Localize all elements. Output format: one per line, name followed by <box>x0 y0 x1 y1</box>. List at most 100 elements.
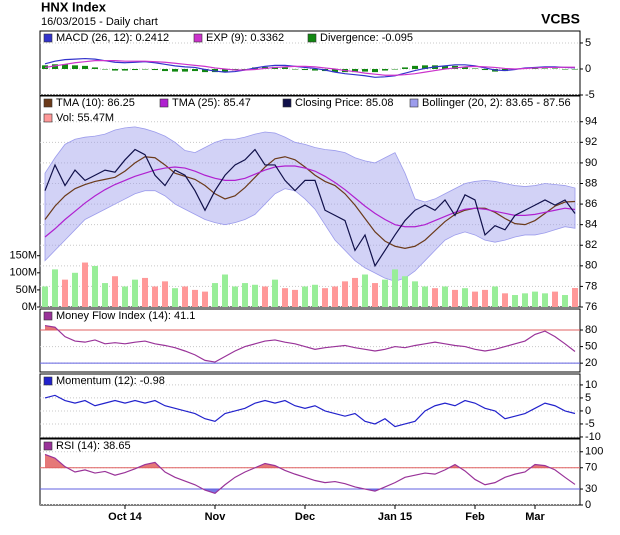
panel <box>39 308 581 373</box>
bar <box>242 68 248 70</box>
bar <box>542 293 548 307</box>
y-tick-label: 80 <box>585 260 597 272</box>
bar <box>92 265 98 307</box>
bar <box>132 68 138 71</box>
y-tick-label: 0 <box>585 405 591 417</box>
bar <box>372 68 378 73</box>
panel <box>39 95 581 308</box>
bar <box>412 281 418 307</box>
bar <box>282 288 288 307</box>
panel <box>39 438 581 506</box>
bar <box>302 68 308 71</box>
legend-label: Money Flow Index (14): 41.1 <box>56 310 195 322</box>
legend-label: TMA (10): 86.25 <box>56 97 135 109</box>
bar <box>442 65 448 69</box>
bar <box>262 286 268 307</box>
bar <box>272 279 278 307</box>
y-tick-label: 10 <box>585 379 597 391</box>
bar <box>132 279 138 307</box>
bar <box>572 288 578 307</box>
y-tick-label: -5 <box>585 89 595 101</box>
line <box>44 453 576 494</box>
legend-label: Bollinger (20, 2): 83.65 - 87.56 <box>422 97 571 109</box>
y-tick-label: 70 <box>585 462 597 474</box>
y-tick-label: -5 <box>585 418 595 430</box>
bar <box>222 274 228 307</box>
bar <box>332 68 338 73</box>
chart-title: HNX Index <box>41 0 107 14</box>
line <box>44 60 575 76</box>
y2-tick-label: 0M <box>22 301 37 313</box>
x-tick-label: Dec <box>295 511 315 523</box>
bar <box>422 286 428 307</box>
x-tick-label: Feb <box>465 511 485 523</box>
bollinger-band <box>44 126 576 282</box>
plot-area <box>40 324 580 364</box>
legend-swatch <box>43 98 53 108</box>
bar <box>482 289 488 307</box>
bar <box>332 286 338 307</box>
bar <box>172 288 178 307</box>
bar <box>562 295 568 307</box>
bar <box>362 68 368 72</box>
legend-swatch <box>43 33 53 43</box>
bar <box>432 288 438 307</box>
bar <box>422 65 428 69</box>
bar <box>482 68 488 71</box>
bar <box>182 286 188 307</box>
bar <box>202 291 208 307</box>
x-tick-label: Mar <box>525 511 545 523</box>
bar <box>52 64 58 69</box>
plot-area <box>40 42 580 95</box>
bar <box>472 68 478 69</box>
bar <box>532 291 538 307</box>
legend-swatch <box>43 311 53 321</box>
bar <box>192 68 198 72</box>
y2-tick-label: 150M <box>9 250 37 262</box>
plot-area <box>40 384 580 438</box>
bar <box>402 67 408 69</box>
bar <box>382 279 388 307</box>
bar <box>552 68 558 69</box>
bar <box>492 286 498 307</box>
bar <box>152 68 158 71</box>
bar <box>42 286 48 307</box>
bar <box>182 68 188 72</box>
y-tick-label: 88 <box>585 177 597 189</box>
bar <box>382 68 388 71</box>
legend-label: MACD (26, 12): 0.2412 <box>56 32 169 44</box>
plot-area <box>40 451 580 505</box>
legend-swatch <box>307 33 317 43</box>
bar <box>292 68 298 70</box>
y-tick-label: 82 <box>585 239 597 251</box>
bar <box>312 284 318 307</box>
bar <box>292 289 298 307</box>
bar <box>212 283 218 307</box>
bar <box>122 286 128 307</box>
legend-swatch <box>193 33 203 43</box>
bar <box>162 68 168 72</box>
bar <box>72 65 78 69</box>
bar <box>102 283 108 307</box>
legend-swatch <box>159 98 169 108</box>
y-tick-label: 30 <box>585 483 597 495</box>
legend-label: Vol: 55.47M <box>56 112 114 124</box>
bar <box>82 65 88 69</box>
bar <box>82 262 88 307</box>
y-tick-label: 5 <box>585 37 591 49</box>
chart-subtitle: 16/03/2015 - Daily chart <box>41 16 158 28</box>
bar <box>362 274 368 307</box>
bar <box>462 66 468 69</box>
bar <box>142 68 148 70</box>
bar <box>52 269 58 307</box>
plot-area <box>40 121 580 307</box>
bar <box>62 279 68 307</box>
y-tick-label: 84 <box>585 219 597 231</box>
bar <box>392 68 398 70</box>
bar <box>352 277 358 307</box>
legend-swatch <box>282 98 292 108</box>
y-tick-label: -10 <box>585 431 601 443</box>
bar <box>282 67 288 69</box>
y-tick-label: 76 <box>585 301 597 313</box>
bar <box>62 64 68 69</box>
